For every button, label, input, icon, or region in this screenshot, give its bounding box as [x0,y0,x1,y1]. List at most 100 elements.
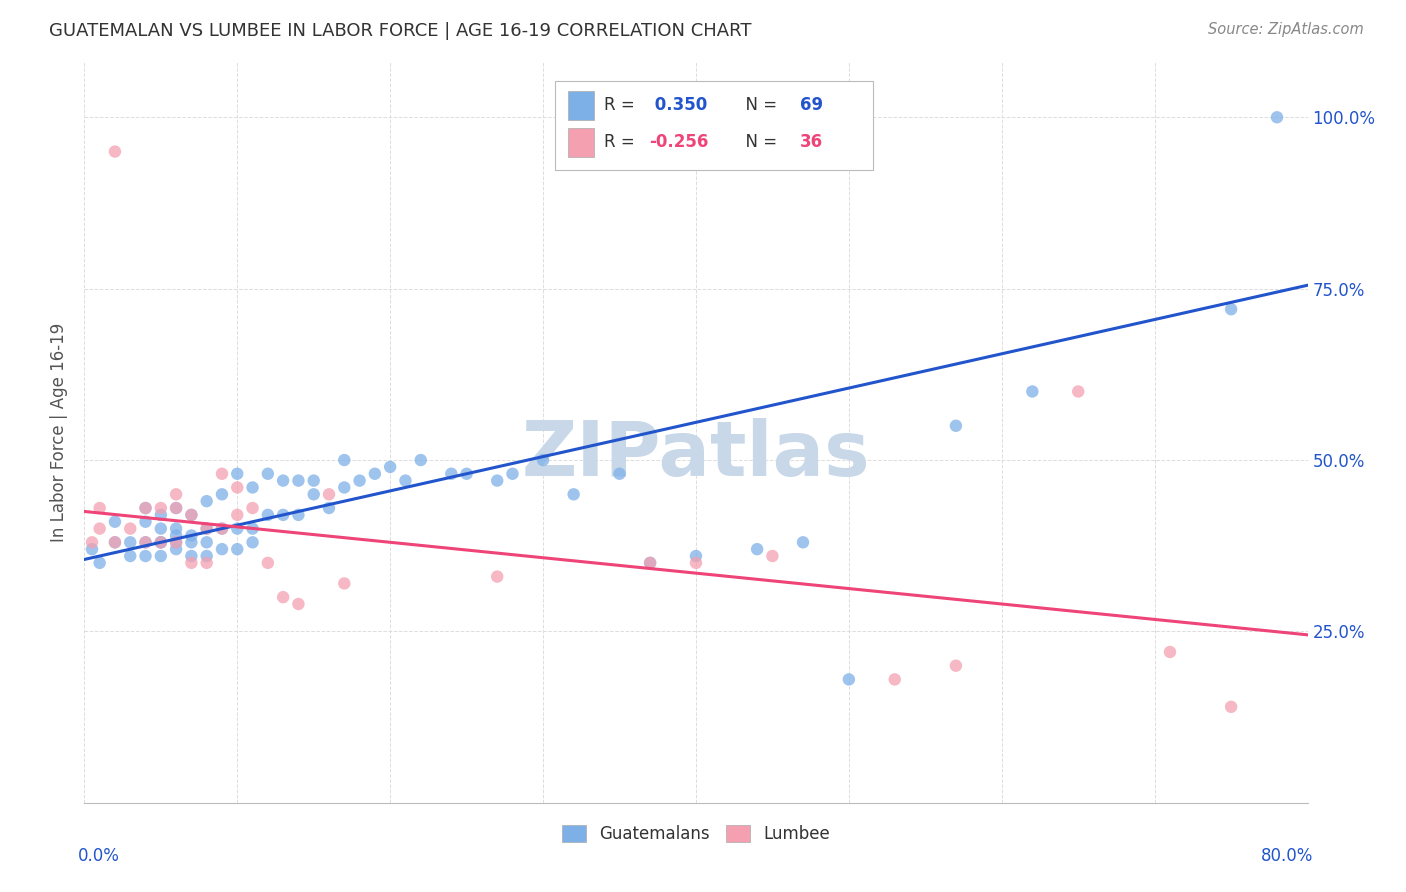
Point [165,542,187,557]
Point [211,522,233,536]
Point [149,549,172,563]
Text: GUATEMALAN VS LUMBEE IN LABOR FORCE | AGE 16-19 CORRELATION CHART: GUATEMALAN VS LUMBEE IN LABOR FORCE | AG… [49,22,752,40]
Point [409,453,432,467]
Point [149,522,172,536]
Point [149,535,172,549]
Point [195,556,218,570]
Point [165,487,187,501]
Point [685,549,707,563]
Point [149,501,172,516]
Point [104,145,127,159]
Text: N =: N = [735,96,783,114]
Point [211,487,233,501]
Point [104,515,127,529]
Point [1159,645,1181,659]
Point [838,673,860,687]
Point [165,535,187,549]
Point [1021,384,1043,399]
Point [80,542,103,557]
Point [180,528,202,542]
Point [456,467,478,481]
Point [226,480,249,494]
Text: R =: R = [605,96,640,114]
Text: 80.0%: 80.0% [1261,847,1313,865]
Point [226,542,249,557]
Text: -0.256: -0.256 [650,134,709,152]
Point [394,474,416,488]
Point [1265,110,1288,124]
Point [531,453,554,467]
Text: 36: 36 [800,134,823,152]
Point [120,549,142,563]
Point [440,467,463,481]
Point [165,501,187,516]
Point [562,487,585,501]
Point [257,467,280,481]
Point [318,487,340,501]
Point [242,535,264,549]
Y-axis label: In Labor Force | Age 16-19: In Labor Force | Age 16-19 [51,323,69,542]
Point [180,508,202,522]
Point [165,501,187,516]
Point [135,501,157,516]
Point [792,535,814,549]
FancyBboxPatch shape [555,81,873,169]
Point [333,576,356,591]
Point [135,535,157,549]
Point [257,556,280,570]
Point [135,535,157,549]
Point [486,569,509,583]
Point [226,467,249,481]
Point [271,508,294,522]
Point [211,467,233,481]
Point [149,508,172,522]
Point [195,494,218,508]
Point [242,501,264,516]
Point [149,535,172,549]
Text: ZIPatlas: ZIPatlas [522,417,870,491]
Point [135,549,157,563]
Point [1220,302,1243,317]
Point [80,535,103,549]
Point [195,535,218,549]
FancyBboxPatch shape [568,128,595,157]
Point [195,522,218,536]
Point [380,459,402,474]
Point [502,467,524,481]
Point [211,542,233,557]
Point [349,474,371,488]
Point [89,556,111,570]
Point [195,549,218,563]
Point [883,673,905,687]
Point [104,535,127,549]
Point [271,474,294,488]
Point [287,597,309,611]
Point [180,556,202,570]
Point [364,467,387,481]
Point [135,515,157,529]
Point [104,535,127,549]
Point [242,522,264,536]
Point [180,508,202,522]
Point [287,508,309,522]
Text: Source: ZipAtlas.com: Source: ZipAtlas.com [1208,22,1364,37]
Point [302,474,325,488]
Point [165,528,187,542]
Point [226,522,249,536]
FancyBboxPatch shape [568,91,595,120]
Point [333,480,356,494]
Point [333,453,356,467]
Point [761,549,783,563]
Point [945,418,967,433]
Point [120,535,142,549]
Point [945,658,967,673]
Legend: Guatemalans, Lumbee: Guatemalans, Lumbee [555,819,837,850]
Point [180,535,202,549]
Point [318,501,340,516]
Point [271,590,294,604]
Text: R =: R = [605,134,640,152]
Point [638,556,661,570]
Text: 69: 69 [800,96,823,114]
Text: 0.350: 0.350 [650,96,707,114]
Point [120,522,142,536]
